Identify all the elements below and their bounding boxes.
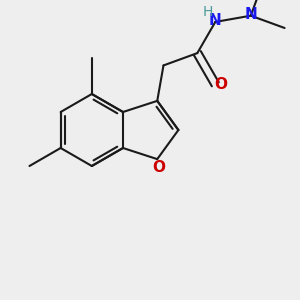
Text: N: N xyxy=(209,14,222,28)
Text: O: O xyxy=(214,77,227,92)
Text: N: N xyxy=(244,7,257,22)
Text: H: H xyxy=(202,5,212,19)
Text: O: O xyxy=(153,160,166,175)
